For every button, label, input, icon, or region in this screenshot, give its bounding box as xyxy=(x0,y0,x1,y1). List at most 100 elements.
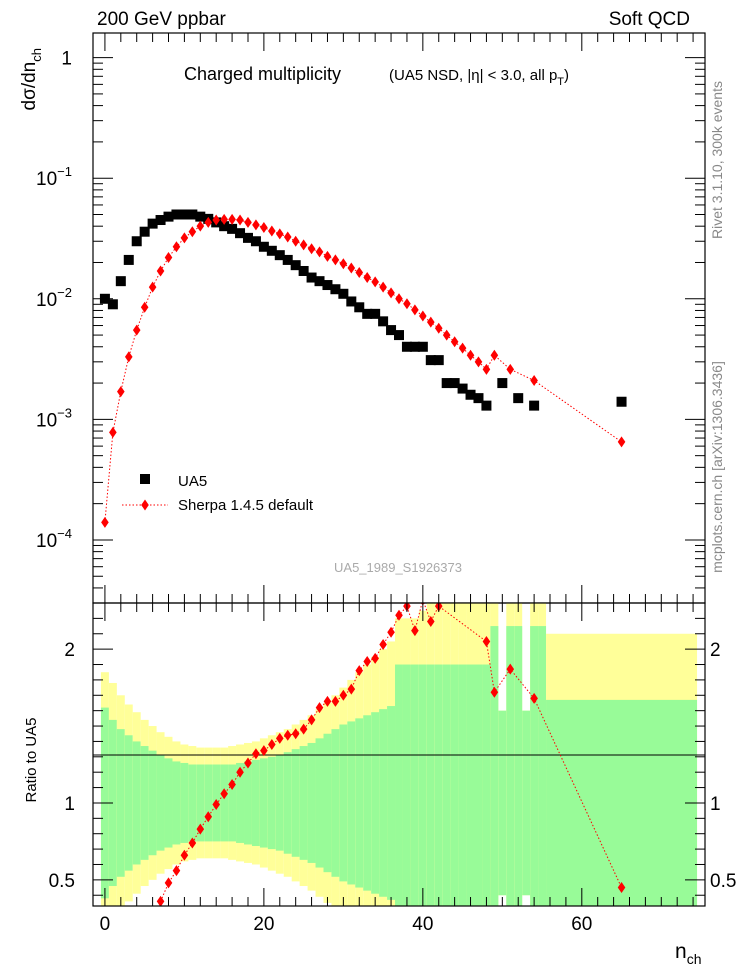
x-axis-label-text: nch xyxy=(675,940,701,967)
ratio-point xyxy=(228,778,236,790)
stat-uncertainty-band xyxy=(355,718,364,888)
ratio-y-tick-label-left: 1 xyxy=(64,794,75,815)
sherpa-point xyxy=(180,232,189,244)
sherpa-point xyxy=(347,262,356,274)
stat-uncertainty-band xyxy=(363,715,372,891)
ua5-point xyxy=(219,221,230,232)
stat-uncertainty-band xyxy=(180,762,189,843)
ratio-point xyxy=(283,729,292,741)
stat-uncertainty-band xyxy=(410,664,419,906)
ratio-point xyxy=(244,757,252,769)
x-tick-label: 0 xyxy=(100,914,111,935)
stat-uncertainty-band xyxy=(402,664,411,906)
ratio-panel-frame xyxy=(92,602,706,907)
sherpa-point xyxy=(395,293,403,305)
ratio-point xyxy=(490,686,499,698)
ua5-point xyxy=(306,272,317,283)
ratio-point xyxy=(363,655,372,667)
y-tick-label: 10−1 xyxy=(36,164,72,190)
ratio-point xyxy=(379,639,387,651)
ratio-point xyxy=(260,745,268,757)
ratio-point xyxy=(188,837,197,849)
sherpa-point xyxy=(355,267,364,279)
ua5-point xyxy=(195,211,206,222)
ratio-point xyxy=(204,811,213,823)
ratio-point xyxy=(530,692,538,704)
sherpa-point xyxy=(426,316,435,328)
sherpa-point xyxy=(109,426,117,438)
ua5-point xyxy=(473,393,484,404)
x-tick-label: 20 xyxy=(253,914,274,935)
ua5-point xyxy=(139,226,150,237)
ua5-point xyxy=(425,355,436,366)
ua5-point xyxy=(529,400,540,411)
ua5-point xyxy=(386,325,397,336)
stat-uncertainty-band xyxy=(196,764,205,842)
stat-uncertainty-band xyxy=(450,664,459,906)
ua5-point xyxy=(250,236,261,247)
stat-uncertainty-band xyxy=(538,626,547,906)
x-axis-label: nch xyxy=(675,940,701,967)
x-tick-label: 40 xyxy=(412,914,433,935)
ratio-y-tick-label-left: 2 xyxy=(64,640,75,661)
ua5-point xyxy=(107,299,118,310)
ratio-point xyxy=(212,798,220,810)
header-left: 200 GeV ppbar xyxy=(97,9,227,30)
sherpa-point xyxy=(411,304,419,316)
stat-uncertainty-band xyxy=(466,664,475,906)
sherpa-point xyxy=(371,276,379,288)
ua5-point xyxy=(147,218,158,229)
ua5-point xyxy=(338,288,349,299)
stat-uncertainty-band xyxy=(458,664,467,906)
ratio-y-tick-label-right: 2 xyxy=(710,640,721,661)
sherpa-point xyxy=(434,322,443,334)
x-label-main: n xyxy=(675,940,687,963)
stat-uncertainty-band xyxy=(323,733,332,873)
ua5-point xyxy=(441,378,452,389)
stat-uncertainty-band xyxy=(228,764,237,842)
sherpa-point xyxy=(490,349,499,361)
ua5-point xyxy=(513,393,524,404)
y-tick-exponent: −4 xyxy=(57,526,72,541)
ua5-point xyxy=(457,383,468,394)
ratio-panel: 0.5 0.51 12 20 20 40 60 Ratio to UA5 nch xyxy=(23,602,736,967)
stat-uncertainty-band xyxy=(140,746,149,860)
stat-uncertainty-band xyxy=(546,699,698,906)
sherpa-point xyxy=(236,214,244,226)
stat-uncertainty-band xyxy=(506,626,515,906)
sherpa-point xyxy=(101,516,109,528)
ratio-y-tick-label-right: 1 xyxy=(710,794,721,815)
ua5-point xyxy=(115,276,126,287)
sherpa-point xyxy=(482,363,491,375)
ua5-point xyxy=(155,215,166,226)
subtitle-part: ) xyxy=(564,67,569,84)
sherpa-point xyxy=(458,342,467,354)
stat-uncertainty-band xyxy=(275,755,284,851)
ua5-point xyxy=(330,284,341,295)
subtitle-part: (UA5 NSD, |η| < 3.0, all p xyxy=(389,67,557,84)
ratio-y-label: Ratio to UA5 xyxy=(23,717,40,802)
y-tick-label: 10−3 xyxy=(36,405,72,431)
ua5-point xyxy=(171,209,182,220)
sherpa-point xyxy=(506,363,515,375)
sherpa-point xyxy=(252,219,260,231)
y-tick-exponent: −1 xyxy=(57,164,72,179)
stat-uncertainty-band xyxy=(387,706,396,900)
ua5-point xyxy=(449,378,460,389)
ratio-point xyxy=(268,739,276,751)
sherpa-point xyxy=(260,222,268,234)
ua5-point xyxy=(314,276,325,287)
stat-uncertainty-band xyxy=(204,764,213,842)
y-axis-label-text: dσ/dnch xyxy=(19,48,44,110)
sherpa-point xyxy=(442,329,451,341)
ratio-point xyxy=(307,714,316,726)
sherpa-point xyxy=(156,265,165,277)
ua5-point xyxy=(187,209,198,220)
ratio-point xyxy=(355,665,364,677)
stat-uncertainty-band xyxy=(530,626,539,906)
sherpa-point xyxy=(403,298,411,310)
stat-uncertainty-band xyxy=(259,758,268,848)
mcplots-label: mcplots.cern.ch [arXiv:1306.3436] xyxy=(709,361,725,573)
stat-uncertainty-band xyxy=(379,709,388,897)
